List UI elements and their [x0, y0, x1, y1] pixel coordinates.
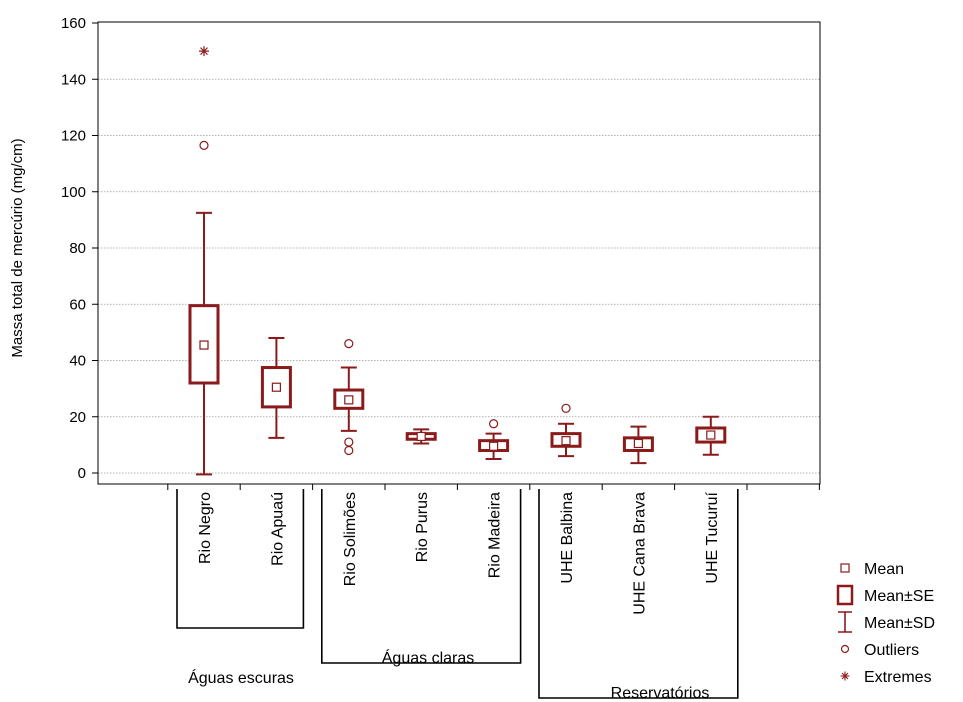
group-label: Águas escuras: [188, 668, 294, 687]
category-label: UHE Balbina: [559, 492, 576, 584]
box-rio-solim-es: [333, 339, 365, 456]
mean-marker: [561, 436, 571, 446]
group-bracket-line: [176, 489, 305, 629]
legend-item-extreme: Extremes: [840, 669, 932, 686]
mean-marker: [344, 395, 354, 405]
legend-mean-icon: [840, 563, 850, 573]
group-bracket-line: [538, 489, 739, 699]
y-tick-label: 140: [61, 71, 86, 88]
box-rio-purus: [405, 428, 437, 445]
group-bracket: [176, 489, 305, 629]
category-labels: Rio Negro Rio Apuaú Rio Solimões Rio Purus R…: [197, 491, 721, 614]
outlier-point: [489, 419, 499, 429]
mean-marker: [199, 340, 209, 350]
se-box: [188, 304, 220, 385]
group-label: Reservatórios: [611, 685, 710, 702]
outlier-point: [344, 445, 354, 456]
y-tick-label: 80: [69, 240, 86, 257]
category-label: Rio Negro: [197, 492, 214, 564]
y-tick-label: 20: [69, 409, 86, 426]
legend-sd-icon: [838, 611, 852, 633]
box-uhe-balbina: [550, 403, 582, 458]
y-tick-label: 160: [61, 15, 86, 32]
category-label: Rio Apuaú: [269, 492, 286, 566]
group-bracket: [538, 489, 739, 699]
legend-item-se: Mean±SE: [836, 584, 934, 606]
legend-extreme-icon: [840, 671, 850, 681]
mean-marker: [633, 438, 644, 449]
axes: 0 20 40 60 80 100 120 140 160: [61, 15, 821, 490]
y-tick-label: 100: [61, 184, 86, 201]
plot-frame: [97, 21, 821, 485]
legend-label: Extremes: [864, 669, 932, 686]
mean-marker: [489, 441, 499, 451]
legend-item-sd: Mean±SD: [838, 611, 935, 633]
grid-lines: [98, 78, 820, 474]
y-tick-label: 120: [61, 128, 86, 145]
legend-item-outlier: Outliers: [840, 642, 919, 659]
outlier-point: [561, 403, 571, 413]
group-brackets: Águas escuras Águas claras Reservatórios: [176, 489, 739, 702]
category-label: Rio Solimões: [342, 492, 359, 586]
outlier-point: [344, 437, 354, 447]
legend-label: Mean: [864, 561, 904, 578]
box-rio-apua-: [260, 337, 292, 439]
extreme-point: [199, 46, 209, 57]
box-uhe-cana-brava: [622, 425, 654, 465]
legend-outlier-icon: [840, 644, 850, 654]
boxes: [188, 46, 727, 476]
group-bracket: [321, 489, 522, 664]
outlier-point: [199, 140, 209, 150]
box-rio-madeira: [478, 419, 510, 460]
y-tick-label: 0: [78, 465, 86, 482]
y-axis-title: Massa total de mercúrio (mg/cm): [9, 138, 26, 357]
category-label: UHE Cana Brava: [631, 492, 648, 615]
legend-se-icon: [836, 584, 854, 606]
group-bracket-line: [321, 489, 522, 664]
mean-marker: [416, 431, 426, 442]
legend-item-mean: Mean: [840, 561, 904, 578]
category-label: UHE Tucuruí: [704, 491, 721, 583]
box-rio-negro: [188, 46, 220, 476]
group-label: Águas claras: [382, 648, 475, 667]
legend-label: Mean±SE: [864, 588, 934, 605]
mean-marker: [706, 430, 716, 440]
outlier-point: [344, 339, 354, 349]
y-tick-label: 40: [69, 353, 86, 370]
legend-label: Outliers: [864, 642, 919, 659]
box-uhe-tucuru-: [695, 415, 727, 456]
category-label: Rio Madeira: [487, 492, 504, 578]
legend: Mean Mean±SE Mean±SD Outliers Extremes: [836, 561, 935, 686]
category-label: Rio Purus: [414, 492, 431, 562]
legend-label: Mean±SD: [864, 615, 935, 632]
mean-marker: [271, 382, 281, 392]
y-tick-label: 60: [69, 296, 86, 313]
